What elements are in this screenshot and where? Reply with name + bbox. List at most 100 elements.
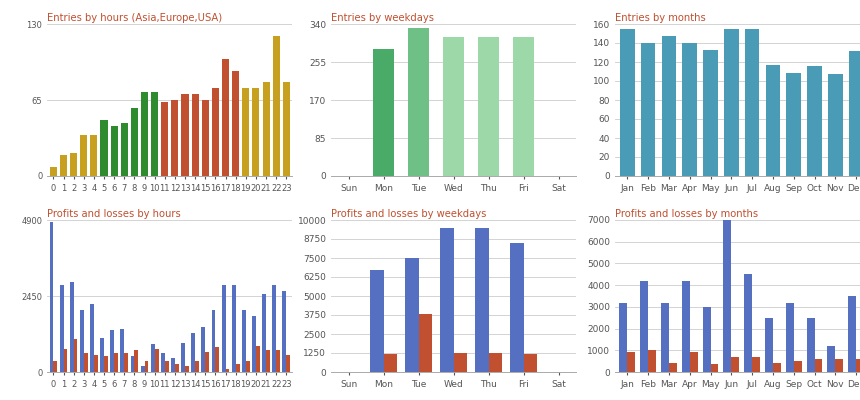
Bar <box>104 356 108 372</box>
Bar <box>83 353 88 372</box>
Bar <box>745 29 759 176</box>
Bar <box>110 330 114 372</box>
Bar <box>773 363 781 372</box>
Bar <box>807 318 814 372</box>
Bar <box>70 153 77 176</box>
Text: Entries by weekdays: Entries by weekdays <box>331 13 434 23</box>
Bar <box>150 344 155 372</box>
Bar <box>101 120 108 176</box>
Bar <box>165 361 169 372</box>
Bar <box>808 66 822 176</box>
Bar <box>100 338 104 372</box>
Bar <box>120 123 128 176</box>
Bar <box>765 318 773 372</box>
Bar <box>443 38 464 176</box>
Bar <box>222 285 225 372</box>
Bar <box>683 43 697 176</box>
Bar <box>661 302 669 372</box>
Bar <box>620 29 635 176</box>
Bar <box>266 350 270 372</box>
Bar <box>286 355 290 372</box>
Bar <box>151 92 158 176</box>
Bar <box>661 36 676 176</box>
Bar <box>242 310 246 372</box>
Bar <box>765 65 780 176</box>
Bar <box>724 29 739 176</box>
Bar <box>181 342 185 372</box>
Bar <box>191 333 195 372</box>
Bar <box>488 353 502 372</box>
Bar <box>206 352 209 372</box>
Bar <box>64 349 67 372</box>
Bar <box>74 340 77 372</box>
Bar <box>856 359 860 372</box>
Bar <box>276 350 280 372</box>
Bar <box>60 155 67 176</box>
Bar <box>202 100 209 176</box>
Bar <box>454 353 467 372</box>
Bar <box>131 108 138 176</box>
Bar <box>94 355 98 372</box>
Bar <box>185 366 189 372</box>
Bar <box>144 361 149 372</box>
Bar <box>828 74 843 176</box>
Bar <box>90 135 97 176</box>
Bar <box>641 43 655 176</box>
Bar <box>252 88 260 176</box>
Bar <box>256 346 260 372</box>
Bar <box>246 361 249 372</box>
Bar <box>628 352 636 372</box>
Bar <box>111 126 118 176</box>
Bar <box>262 82 270 176</box>
Bar <box>273 36 280 176</box>
Bar <box>619 302 628 372</box>
Bar <box>225 369 230 372</box>
Bar <box>70 282 74 372</box>
Bar <box>171 100 179 176</box>
Bar <box>731 357 740 372</box>
Text: Profits and losses by months: Profits and losses by months <box>615 209 758 219</box>
Bar <box>648 350 656 372</box>
Bar <box>141 366 144 372</box>
Bar <box>59 285 64 372</box>
Bar <box>175 364 179 372</box>
Bar <box>134 350 138 372</box>
Bar <box>640 281 648 372</box>
Bar <box>141 92 148 176</box>
Bar <box>405 258 419 372</box>
Bar <box>827 346 835 372</box>
Bar <box>703 307 710 372</box>
Bar <box>273 285 276 372</box>
Bar <box>195 361 199 372</box>
Bar <box>478 38 499 176</box>
Bar <box>440 228 454 372</box>
Bar <box>690 352 697 372</box>
Bar <box>252 316 256 372</box>
Bar <box>476 228 488 372</box>
Bar <box>682 281 690 372</box>
Bar <box>80 135 88 176</box>
Bar <box>243 88 249 176</box>
Bar <box>710 364 718 372</box>
Bar <box>524 354 537 372</box>
Text: Profits and losses by weekdays: Profits and losses by weekdays <box>331 209 487 219</box>
Bar <box>744 274 752 372</box>
Bar <box>419 314 432 372</box>
Bar <box>192 94 199 176</box>
Bar <box>408 28 429 176</box>
Bar <box>513 38 534 176</box>
Text: Entries by hours (Asia,Europe,USA): Entries by hours (Asia,Europe,USA) <box>47 13 223 23</box>
Bar <box>50 222 53 372</box>
Bar <box>155 349 158 372</box>
Bar <box>114 353 118 372</box>
Bar <box>222 59 229 176</box>
Bar <box>53 361 58 372</box>
Bar <box>752 357 760 372</box>
Bar <box>786 73 801 176</box>
Bar <box>669 363 677 372</box>
Bar <box>131 356 134 372</box>
Bar <box>814 359 822 372</box>
Bar <box>80 310 83 372</box>
Bar <box>703 50 718 176</box>
Bar <box>181 94 188 176</box>
